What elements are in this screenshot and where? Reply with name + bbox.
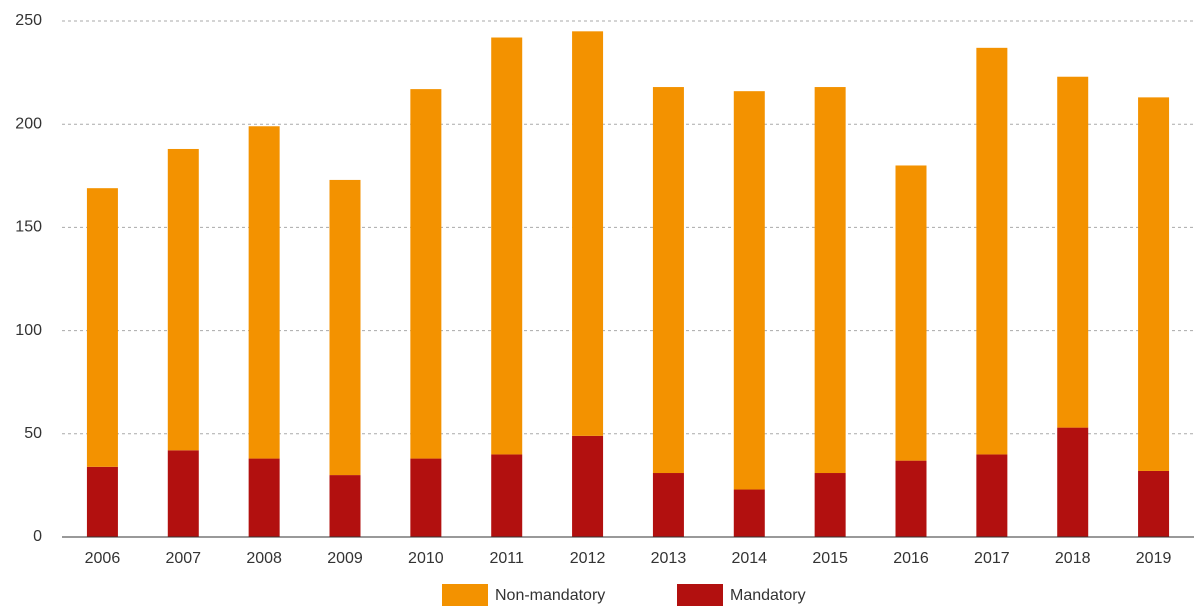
bar-segment (976, 47, 1008, 455)
bar-segment (410, 89, 442, 459)
bar-segment (733, 91, 765, 490)
bar-segment (491, 37, 523, 455)
bar-segment (329, 475, 361, 537)
bar-segment (491, 454, 523, 537)
x-tick-label: 2014 (731, 550, 767, 567)
bar-segment (167, 148, 199, 451)
x-tick-label: 2013 (651, 550, 687, 567)
y-tick-label: 100 (15, 322, 42, 339)
bar-segment (1057, 76, 1089, 428)
bar-segment (895, 460, 927, 537)
x-tick-label: 2012 (570, 550, 606, 567)
bar-segment (652, 87, 684, 474)
x-tick-label: 2016 (893, 550, 929, 567)
bar-segment (652, 473, 684, 537)
legend-swatch (677, 584, 723, 606)
bar-segment (814, 87, 846, 474)
x-tick-label: 2008 (246, 550, 282, 567)
bar-segment (167, 450, 199, 537)
legend-label: Mandatory (730, 587, 806, 604)
bar-segment (329, 179, 361, 476)
bar-segment (1138, 97, 1170, 471)
bar-segment (1138, 470, 1170, 537)
y-tick-label: 150 (15, 219, 42, 236)
bar-segment (248, 458, 280, 537)
bar-segment (86, 466, 118, 537)
y-tick-label: 0 (33, 528, 42, 545)
bar-segment (895, 165, 927, 461)
x-tick-label: 2009 (327, 550, 363, 567)
x-tick-label: 2007 (165, 550, 201, 567)
x-tick-label: 2019 (1136, 550, 1172, 567)
legend-label: Non-mandatory (495, 587, 605, 604)
x-tick-label: 2018 (1055, 550, 1091, 567)
bar-segment (976, 454, 1008, 537)
x-tick-label: 2015 (812, 550, 848, 567)
x-tick-label: 2017 (974, 550, 1010, 567)
bar-segment (248, 126, 280, 459)
bar-segment (410, 458, 442, 537)
bar-segment (1057, 427, 1089, 537)
x-tick-label: 2010 (408, 550, 444, 567)
bar-segment (572, 31, 604, 436)
bar-segment (814, 473, 846, 537)
bar-segment (572, 435, 604, 537)
x-tick-label: 2006 (85, 550, 121, 567)
y-tick-label: 200 (15, 115, 42, 132)
bar-segment (733, 489, 765, 537)
y-tick-label: 50 (24, 425, 42, 442)
bar-segment (86, 188, 118, 467)
y-tick-label: 250 (15, 12, 42, 29)
x-tick-label: 2011 (490, 550, 525, 567)
legend-swatch (442, 584, 488, 606)
